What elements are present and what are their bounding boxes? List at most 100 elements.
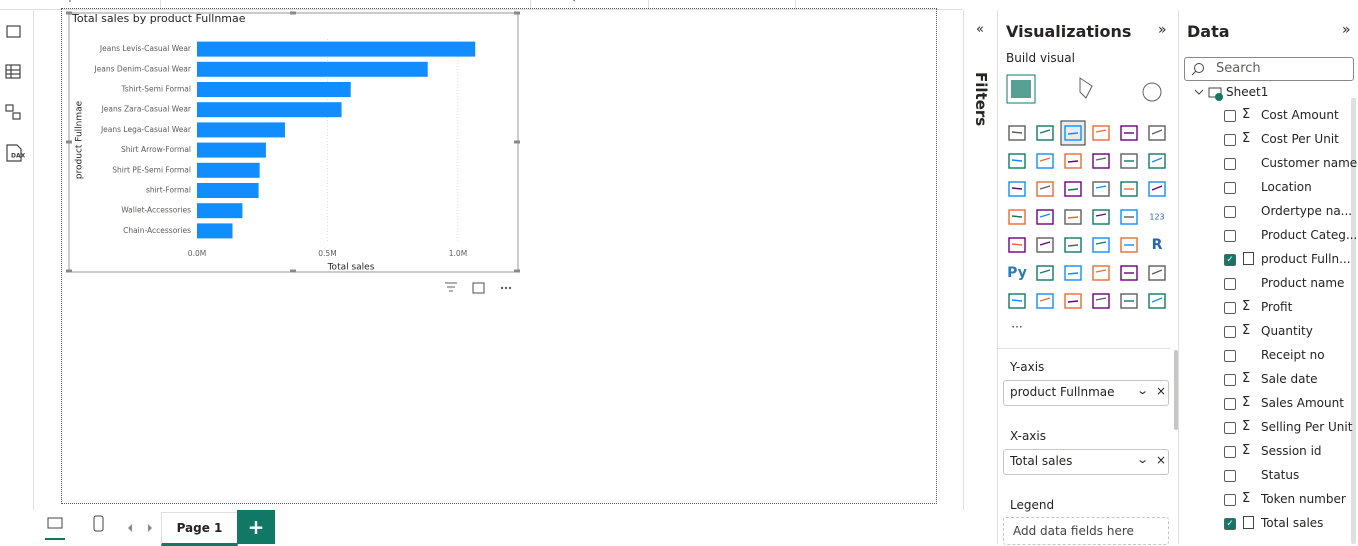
field-name[interactable]: Token number [1261,492,1346,506]
bar [197,82,351,97]
well-field[interactable]: product Fullnmae ⌄ × [1003,380,1169,406]
page-tab[interactable]: Page 1 [161,512,238,546]
checkbox[interactable] [1224,470,1236,482]
viz-icon-detail [1011,131,1023,134]
ribbon-group-label: Insert [680,0,760,3]
field-name[interactable]: Status [1261,468,1300,482]
viz-icon-detail [1151,157,1163,163]
field-name[interactable]: Quantity [1261,324,1313,338]
checkbox[interactable] [1224,110,1236,122]
checkbox[interactable] [1224,494,1236,506]
checkbox[interactable] [1224,230,1236,242]
viz-icon [1120,237,1138,253]
mobile-view[interactable] [93,515,104,532]
card-visual: 123 [1149,213,1164,222]
checkbox[interactable] [1224,446,1236,458]
report-icon[interactable] [6,25,21,38]
field-name[interactable]: Location [1261,180,1312,194]
checkbox[interactable] [1224,206,1236,218]
checkbox[interactable] [1224,374,1236,386]
resize-handle [514,140,520,144]
checkbox[interactable] [1224,278,1236,290]
field-name[interactable]: Customer name [1261,156,1358,170]
calc-icon [1243,252,1254,265]
checkbox[interactable] [1224,422,1236,434]
viz-icon-detail [1011,159,1023,162]
field-name[interactable]: Selling Per Unit [1261,420,1353,434]
dax-icon[interactable] [6,144,22,162]
well-label: Legend [1010,498,1055,512]
bar [197,142,266,158]
checkbox[interactable] [1224,326,1236,338]
well-field[interactable]: Total sales ⌄ × [1003,449,1169,475]
checkbox[interactable] [1224,350,1236,362]
checkbox[interactable] [1224,182,1236,194]
expand-icon[interactable]: » [1342,22,1351,38]
collapse-icon[interactable]: « [976,22,984,37]
scrollbar [1351,98,1356,544]
viz-icon-detail [1011,215,1023,218]
viz-icon [1064,293,1082,309]
filter-icon[interactable] [445,282,457,292]
search-icon [1191,63,1204,76]
focus-icon[interactable] [472,282,485,294]
field-name[interactable]: Sale date [1261,372,1318,386]
field-name[interactable]: Cost Amount [1261,108,1339,122]
field-name[interactable]: Receipt no [1261,348,1325,362]
table-name[interactable]: Sheet1 [1226,85,1269,99]
checkbox[interactable]: ✓ [1224,518,1236,530]
y-tick-label: Jeans Denim-Casual Wear [93,64,191,73]
viz-icon [1064,125,1082,141]
more-options[interactable] [500,286,512,290]
expand-icon[interactable]: » [1158,22,1167,38]
field-icon: Σ [1242,419,1251,434]
x-tick-label: 0.5M [318,249,336,258]
desktop-view[interactable] [47,517,63,529]
next-page[interactable] [148,524,152,532]
model-icon[interactable] [5,104,14,112]
field-name[interactable]: Product name [1261,276,1345,290]
viz-icon [1148,265,1166,281]
filters-strip[interactable]: « Filters [963,10,998,510]
field-name[interactable]: Ordertype na... [1261,204,1353,218]
remove: × [1156,453,1167,467]
field-name[interactable]: Product Categ... [1261,228,1358,242]
field-name[interactable]: Session id [1261,444,1322,458]
field-name[interactable]: Cost Per Unit [1261,132,1339,146]
viz-icon-detail [1039,241,1051,246]
viz-icon [1064,209,1082,225]
prev-page[interactable] [128,524,132,532]
viz-icon-detail [1151,185,1163,191]
viz-icon-detail [1039,297,1051,302]
viz-icon-detail [1151,269,1163,275]
field-name[interactable]: Total sales [1261,516,1324,530]
viz-icon-detail [1151,129,1163,135]
ribbon-divider [160,0,161,9]
search-box[interactable]: Search [1184,57,1354,81]
viz-icon [1120,153,1138,169]
checkbox[interactable] [1224,134,1236,146]
visual[interactable]: Total sales by product Fullnmae product … [60,8,530,300]
well-label: Y-axis [1010,360,1045,374]
checkbox[interactable]: ✓ [1224,254,1236,266]
table-icon[interactable] [5,64,21,79]
viz-icon-detail [1067,216,1079,219]
checkbox[interactable] [1224,158,1236,170]
add-page[interactable]: + [237,510,275,544]
field-name[interactable]: product Fulln... [1261,252,1351,266]
checkbox[interactable] [1224,398,1236,410]
field-name[interactable]: Sales Amount [1261,396,1344,410]
viz-icon-detail [1095,241,1107,245]
viz-icon-detail [1039,213,1051,218]
resize-handle [514,269,520,273]
field-icon: Σ [1242,131,1251,146]
bar [197,122,285,138]
pane-title: Data [1187,22,1230,41]
y-tick-label: Shirt PE-Semi Formal [112,165,191,174]
field-name[interactable]: Profit [1261,300,1293,314]
visualizations-pane: Visualizations » Build visual R Py 123... … [997,10,1178,545]
checkbox[interactable] [1224,302,1236,314]
report-canvas [61,8,937,504]
viz-icon-detail [1151,297,1163,303]
viz-icon-detail [1039,129,1051,134]
